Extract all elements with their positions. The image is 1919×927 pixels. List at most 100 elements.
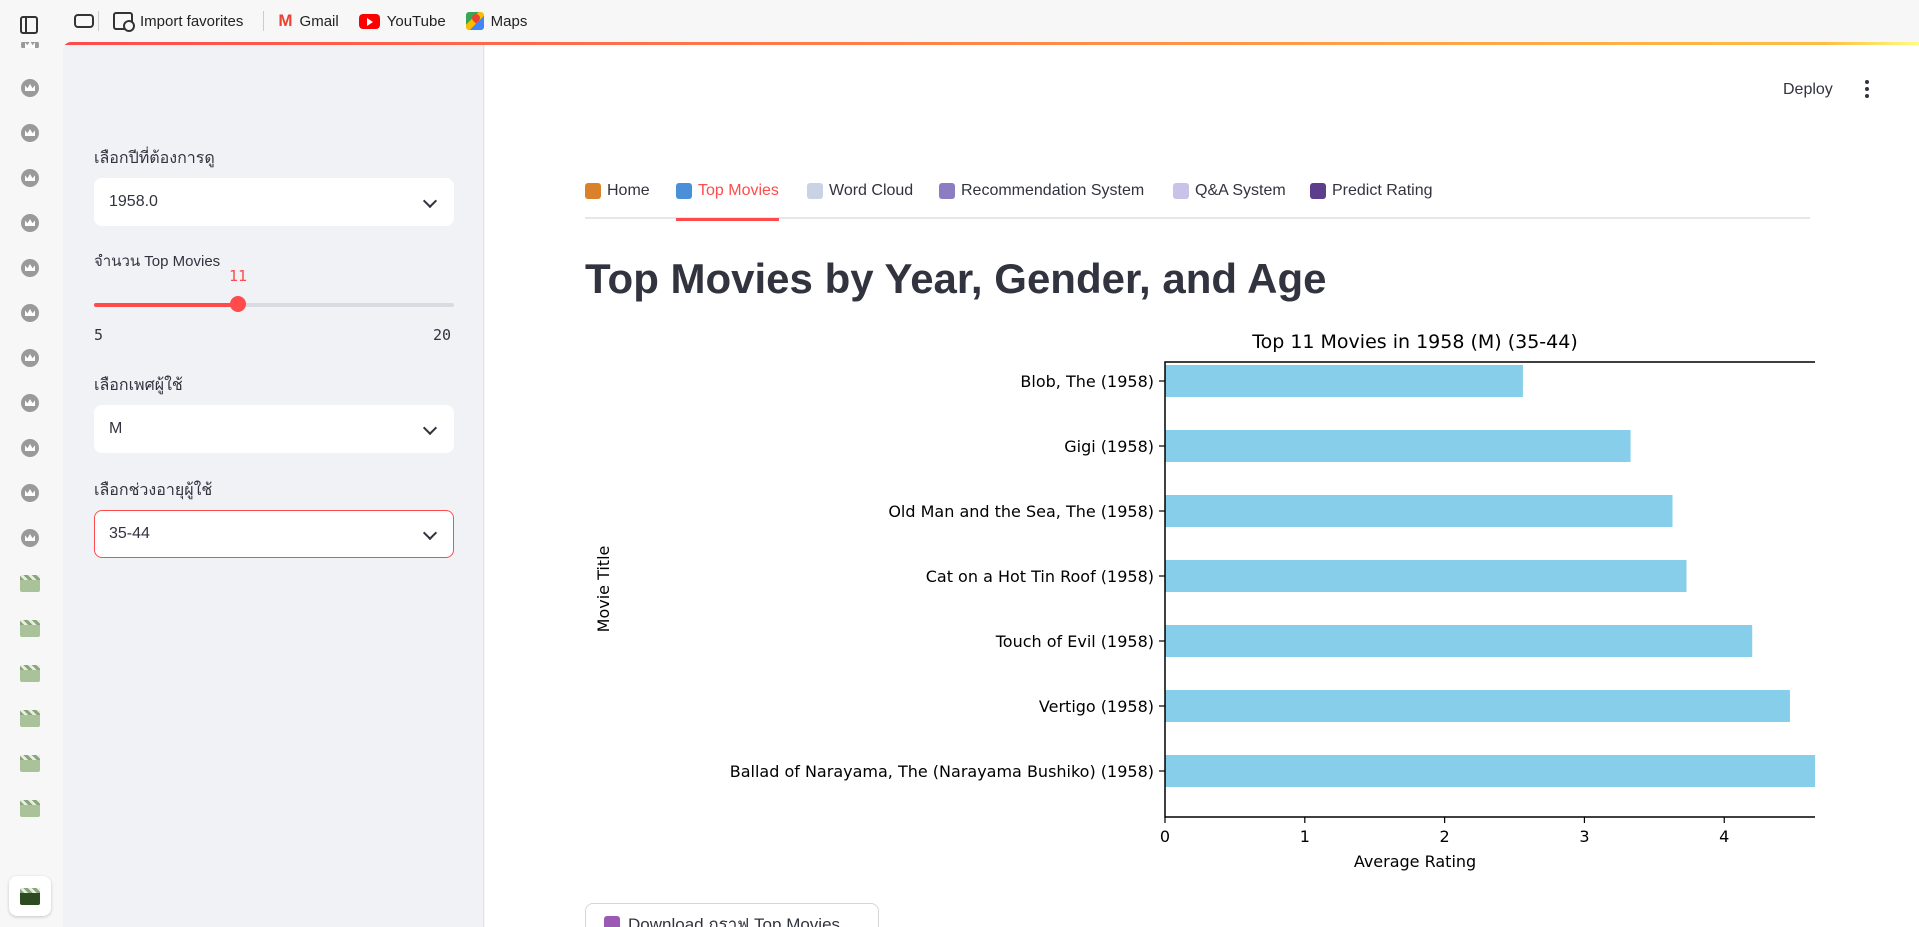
reader-icon[interactable] — [74, 14, 94, 28]
crown-icon — [21, 169, 39, 187]
gender-label: เลือกเพศผู้ใช้ — [94, 377, 183, 394]
clapperboard-icon — [20, 574, 40, 592]
chevron-down-icon — [422, 420, 438, 436]
bookmark-label: YouTube — [386, 12, 446, 30]
year-label: เลือกปีที่ต้องการดู — [94, 150, 215, 167]
chevron-down-icon — [422, 193, 438, 209]
browser-tab[interactable] — [20, 483, 40, 503]
browser-tab[interactable] — [20, 663, 40, 683]
crown-icon — [21, 349, 39, 367]
download-icon — [604, 916, 620, 927]
bookmark-gmail[interactable]: M Gmail — [278, 11, 338, 31]
year-select[interactable]: 1958.0 — [94, 178, 454, 226]
crown-icon — [21, 529, 39, 547]
browser-tab[interactable] — [20, 708, 40, 728]
tab-label: Q&A System — [1195, 182, 1286, 199]
y-tick-label: Old Man and the Sea, The (1958) — [888, 502, 1154, 521]
browser-tab[interactable] — [20, 753, 40, 773]
slider-max: 20 — [433, 326, 452, 344]
clapperboard-icon — [20, 709, 40, 727]
age-select[interactable]: 35-44 — [94, 510, 454, 558]
crown-icon — [21, 439, 39, 457]
vertical-tab-strip: + — [0, 42, 62, 927]
plot-frame — [1164, 361, 1815, 818]
bar — [1165, 625, 1753, 657]
divider — [98, 11, 99, 31]
maps-icon — [465, 12, 484, 30]
bar — [1165, 690, 1790, 722]
bookmark-label: Import favorites — [140, 12, 244, 30]
bar — [1165, 430, 1631, 462]
crown-icon — [21, 214, 39, 232]
clapperboard-icon — [20, 754, 40, 772]
browser-tab[interactable] — [20, 303, 40, 323]
tab-top-movies[interactable]: Top Movies — [676, 177, 779, 221]
tab-label: Predict Rating — [1332, 182, 1433, 199]
browser-tab[interactable] — [20, 573, 40, 593]
browser-tab[interactable] — [20, 348, 40, 368]
tab-predict-rating[interactable]: Predict Rating — [1310, 177, 1433, 219]
browser-tab[interactable] — [20, 213, 40, 233]
slider-fill — [94, 303, 238, 307]
more-menu-icon[interactable] — [1865, 80, 1869, 98]
x-tick-label: 2 — [1440, 827, 1450, 846]
browser-tab[interactable] — [20, 42, 40, 48]
y-tick-label: Cat on a Hot Tin Roof (1958) — [926, 567, 1154, 586]
count-slider[interactable]: 11 — [94, 267, 454, 312]
browser-tab[interactable] — [20, 393, 40, 413]
tab-label: Recommendation System — [961, 182, 1145, 199]
browser-tab[interactable] — [20, 528, 40, 548]
header-decoration — [63, 42, 1919, 45]
crown-icon — [21, 484, 39, 502]
age-label: เลือกช่วงอายุผู้ใช้ — [94, 482, 213, 499]
chart-title: Top 11 Movies in 1958 (M) (35-44) — [1251, 331, 1578, 353]
slider-value: 11 — [228, 267, 248, 285]
x-tick-label: 4 — [1719, 827, 1729, 846]
x-axis-label: Average Rating — [1354, 852, 1476, 871]
crystal-ball-icon — [1310, 183, 1326, 199]
tab-qa-system[interactable]: Q&A System — [1173, 177, 1286, 219]
age-value: 35-44 — [109, 525, 150, 542]
browser-tab[interactable] — [20, 798, 40, 818]
y-tick-label: Vertigo (1958) — [1039, 697, 1154, 716]
bar-chart: Top 11 Movies in 1958 (M) (35-44) 012345… — [594, 331, 1815, 871]
bookmark-label: Gmail — [299, 12, 339, 30]
deploy-button[interactable]: Deploy — [1783, 81, 1833, 98]
gmail-icon: M — [278, 11, 293, 30]
page-title: Top Movies by Year, Gender, and Age — [585, 255, 1327, 302]
slider-thumb[interactable] — [230, 296, 246, 312]
bookmark-youtube[interactable]: YouTube — [358, 12, 446, 30]
browser-tab[interactable] — [20, 78, 40, 98]
download-chart-button[interactable]: Download กราฟ Top Movies — [585, 903, 879, 927]
bookmark-import-favorites[interactable]: Import favorites — [113, 12, 244, 32]
y-tick-label: Blob, The (1958) — [1020, 372, 1154, 391]
browser-tab[interactable] — [20, 618, 40, 638]
tab-panel-icon[interactable] — [20, 16, 38, 34]
browser-tab[interactable] — [20, 168, 40, 188]
browser-tab[interactable] — [20, 258, 40, 278]
y-tick-label: Touch of Evil (1958) — [995, 632, 1154, 651]
tab-word-cloud[interactable]: Word Cloud — [807, 177, 913, 219]
crown-icon — [21, 394, 39, 412]
tab-bar: Home Top Movies Word Cloud Recommendatio… — [585, 177, 1810, 221]
crown-icon — [21, 42, 39, 48]
gender-select[interactable]: M — [94, 405, 454, 453]
app-frame: เลือกปีที่ต้องการดู 1958.0 จำนวน Top Mov… — [63, 42, 1919, 927]
tab-recommendation-system[interactable]: Recommendation System — [939, 177, 1144, 219]
browser-tab[interactable] — [20, 438, 40, 458]
crown-icon — [21, 124, 39, 142]
youtube-icon — [358, 13, 380, 29]
bar — [1165, 755, 1815, 787]
bookmark-maps[interactable]: Maps — [465, 12, 527, 30]
tab-home[interactable]: Home — [585, 177, 650, 219]
y-tick-label: Ballad of Narayama, The (Narayama Bushik… — [730, 762, 1154, 781]
clapperboard-icon — [20, 887, 40, 905]
bar — [1165, 365, 1523, 397]
y-tick-label: Gigi (1958) — [1064, 437, 1154, 456]
gender-value: M — [109, 420, 123, 437]
x-tick-label: 1 — [1300, 827, 1310, 846]
browser-tab[interactable] — [20, 123, 40, 143]
tab-label: Word Cloud — [829, 182, 914, 199]
house-icon — [585, 183, 601, 199]
browser-tab-active[interactable] — [9, 876, 51, 916]
